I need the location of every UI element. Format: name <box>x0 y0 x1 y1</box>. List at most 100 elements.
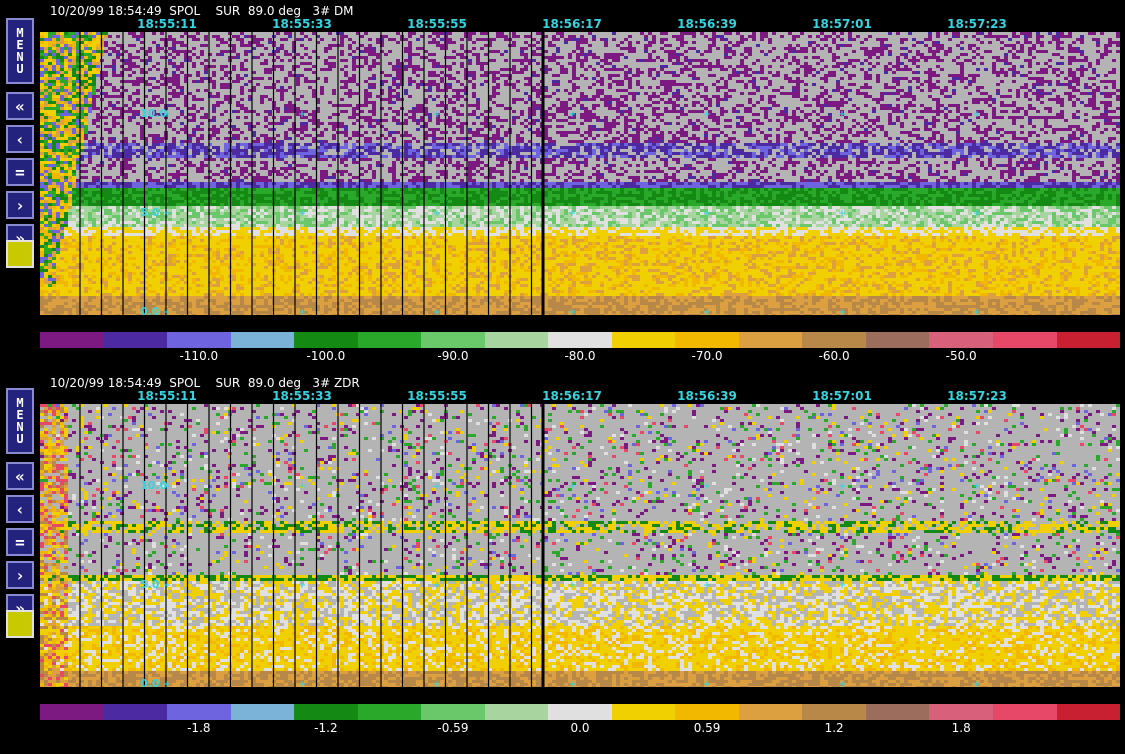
plot-cell <box>392 68 396 71</box>
step-back-button[interactable]: ‹ <box>6 125 34 153</box>
plot-cell <box>920 143 924 146</box>
plot-cell <box>752 86 756 89</box>
plot-cell <box>236 35 240 38</box>
plot-cell <box>212 149 216 152</box>
plot-cell <box>916 80 920 83</box>
plot-cell <box>536 95 540 98</box>
plot-cell <box>64 41 68 44</box>
plot-cell <box>412 53 416 56</box>
plot-cell <box>936 35 940 38</box>
plot-cell <box>332 38 336 41</box>
plot-cell <box>900 89 904 92</box>
time-height-plot[interactable]: 10.0 5.0 0.0 <box>40 32 1120 315</box>
fast-rewind-button[interactable]: « <box>6 92 34 120</box>
plot-cell <box>940 137 944 140</box>
plot-cell <box>680 32 684 35</box>
plot-cell <box>828 74 832 77</box>
plot-cell <box>472 113 476 116</box>
plot-cell <box>144 50 148 53</box>
plot-cell <box>436 86 440 89</box>
plot-cell <box>128 110 132 113</box>
plot-cell <box>44 65 48 68</box>
step-forward-button[interactable]: › <box>6 191 34 219</box>
plot-cell <box>76 77 80 80</box>
plot-cell <box>928 86 932 89</box>
step-forward-button[interactable]: › <box>6 561 34 589</box>
plot-cell <box>352 77 356 80</box>
plot-cell <box>888 146 892 149</box>
plot-cell <box>928 110 932 113</box>
plot-cell <box>1056 68 1060 71</box>
pause-button[interactable]: = <box>6 528 34 556</box>
plot-cell <box>916 134 920 137</box>
plot-cell <box>560 65 564 68</box>
plot-cell <box>908 140 912 143</box>
plot-cell <box>304 125 308 128</box>
plot-cell <box>652 92 656 95</box>
plot-cell <box>840 44 844 47</box>
pause-button[interactable]: = <box>6 158 34 186</box>
plot-cell <box>64 44 68 47</box>
plot-cell <box>360 104 364 107</box>
plot-cell <box>136 50 140 53</box>
double-chevron-right-icon: » <box>15 599 25 618</box>
plot-cell <box>584 95 588 98</box>
plot-cell <box>380 107 384 110</box>
plot-cell <box>456 146 460 149</box>
color-swatch-button[interactable] <box>6 240 34 268</box>
plot-cell <box>192 95 196 98</box>
color-swatch-button[interactable] <box>6 610 34 638</box>
plot-cell <box>1044 62 1048 65</box>
plot-cell <box>192 128 196 131</box>
plot-cell <box>340 143 344 146</box>
plot-cell <box>608 140 612 143</box>
plot-cell <box>572 104 576 107</box>
plot-cell <box>56 143 60 146</box>
fast-rewind-button[interactable]: « <box>6 462 34 490</box>
plot-cell <box>492 71 496 74</box>
plot-cell <box>1116 89 1120 92</box>
plot-cell <box>452 143 456 146</box>
plot-cell <box>724 32 728 35</box>
plot-cell <box>56 83 60 86</box>
plot-cell <box>980 110 984 113</box>
plot-cell <box>428 86 432 89</box>
plot-cell <box>1060 32 1064 35</box>
plot-cell <box>108 53 112 56</box>
plot-cell <box>268 140 272 143</box>
plot-cell <box>676 116 680 119</box>
plot-cell <box>72 74 76 77</box>
plot-cell <box>696 140 700 143</box>
plot-cell <box>552 35 556 38</box>
plot-cell <box>608 98 612 101</box>
plot-cell <box>936 104 940 107</box>
plot-cell <box>1036 80 1040 83</box>
plot-cell <box>120 107 124 110</box>
plot-cell <box>348 47 352 50</box>
step-back-button[interactable]: ‹ <box>6 495 34 523</box>
plot-cell <box>664 65 668 68</box>
plot-cell <box>1004 53 1008 56</box>
plot-cell <box>88 110 92 113</box>
plot-cell <box>696 125 700 128</box>
plot-cell <box>972 128 976 131</box>
plot-cell <box>548 149 552 152</box>
plot-cell <box>712 38 716 41</box>
plot-cell <box>824 119 828 122</box>
plot-cell <box>804 146 808 149</box>
plot-cell <box>800 140 804 143</box>
plot-cell <box>772 146 776 149</box>
plot-cell <box>424 143 428 146</box>
plot-cell <box>620 83 624 86</box>
plot-cell <box>72 53 76 56</box>
plot-cell <box>716 86 720 89</box>
plot-cell <box>248 50 252 53</box>
plot-cell <box>208 149 212 152</box>
plot-cell <box>916 146 920 149</box>
plot-cell <box>660 59 664 62</box>
plot-cell <box>652 95 656 98</box>
plot-cell <box>612 149 616 152</box>
plot-cell <box>144 62 148 65</box>
